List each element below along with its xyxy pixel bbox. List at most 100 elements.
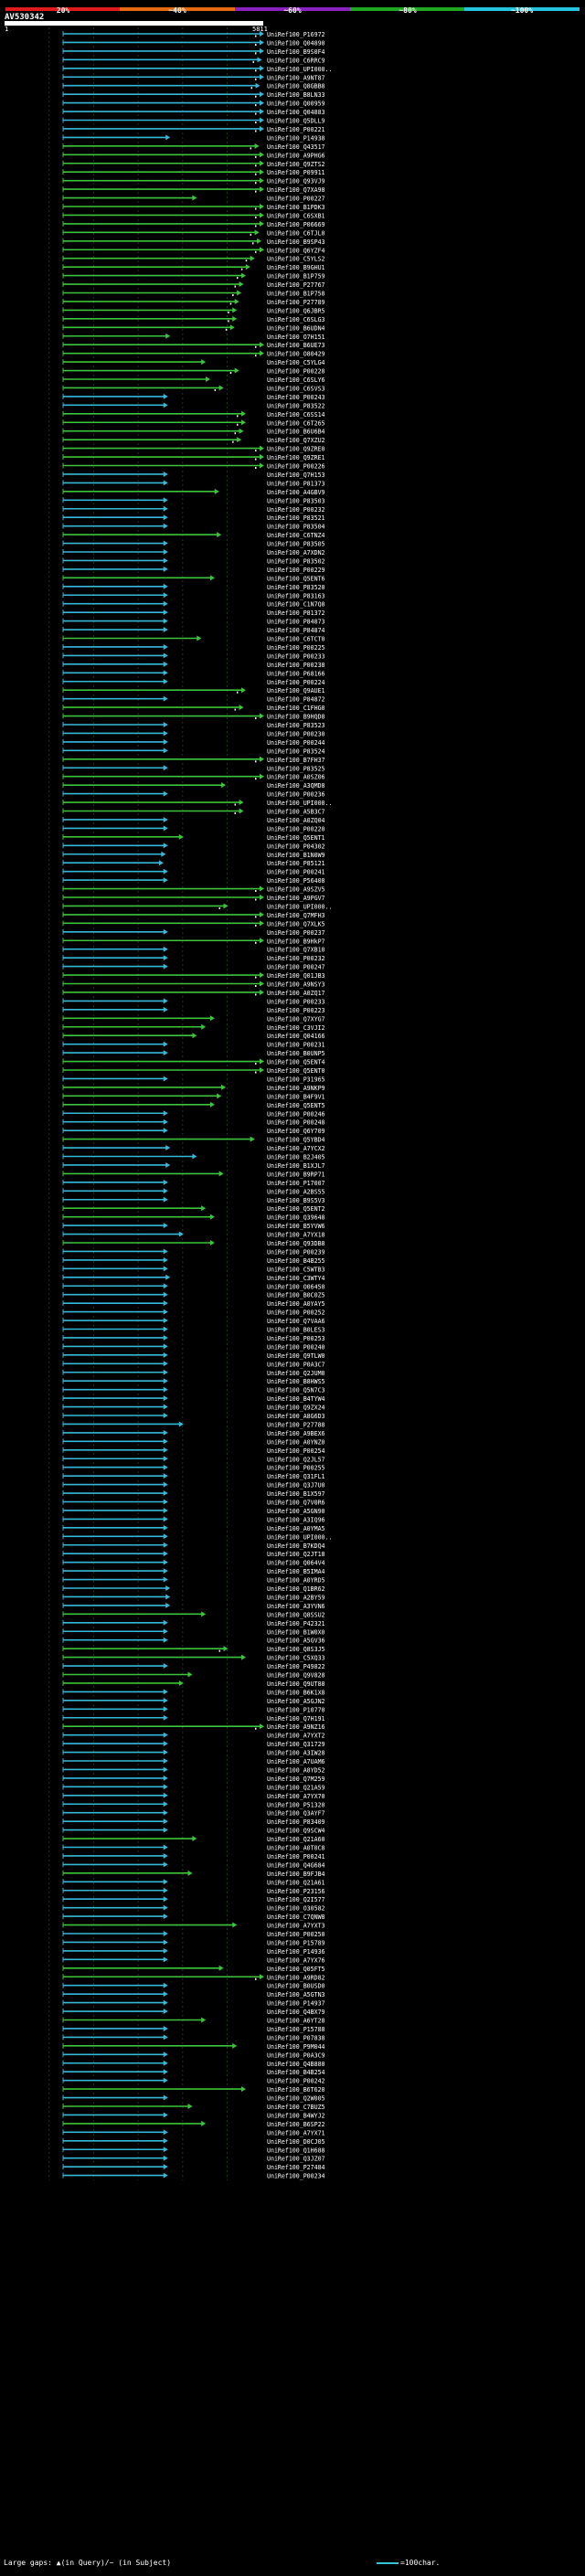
hit-gap-tick <box>255 155 257 158</box>
hit-arrow <box>163 1628 168 1635</box>
hit-label: UniRef100_B5YVW6 <box>267 1223 325 1230</box>
hit-gap-tick <box>255 182 257 185</box>
hit-row: UniRef100_B8HWS5 <box>62 1378 325 1385</box>
hit-label: UniRef100_C3VJI2 <box>267 1024 325 1032</box>
hit-arrow <box>260 1067 264 1073</box>
hit-label: UniRef100_Q7VAA6 <box>267 1318 325 1325</box>
hit-label: UniRef100_P00247 <box>267 964 325 971</box>
hit-gap-tick <box>232 294 234 296</box>
hit-arrow <box>163 1507 168 1513</box>
hit-arrow <box>163 2129 168 2136</box>
hit-row: UniRef100_Q8SSU2 <box>62 1611 325 1618</box>
hit-row: UniRef100_P81372 <box>62 610 325 617</box>
hit-label: UniRef100_P00246 <box>267 1110 325 1118</box>
hit-label: UniRef100_A7YX76 <box>267 1956 325 1964</box>
hit-label: UniRef100_Q31729 <box>267 1741 325 1748</box>
hit-row: UniRef100_A2BY59 <box>62 1594 325 1601</box>
hit-arrow <box>163 1524 168 1531</box>
hit-arrow <box>260 1723 264 1730</box>
hit-row: UniRef100_UPI000.. <box>62 65 332 73</box>
hit-label: UniRef100_C7BUZ5 <box>267 2104 325 2111</box>
hit-label: UniRef100_B4B255 <box>267 1257 325 1265</box>
hit-gap-tick <box>255 225 257 228</box>
hit-label: UniRef100_B5IMA4 <box>267 1568 325 1575</box>
hit-row: UniRef100_P84872 <box>62 695 325 704</box>
hit-arrow <box>260 462 264 469</box>
hit-row: UniRef100_Q5ENT2 <box>62 1205 325 1213</box>
hit-row: UniRef100_A9NT87 <box>62 74 325 81</box>
hit-gap-tick <box>234 285 237 288</box>
hit-row: UniRef100_P00252 <box>62 1309 325 1317</box>
hit-arrow <box>260 152 264 158</box>
hit-row: UniRef100_B1P759 <box>62 272 325 281</box>
hit-arrow <box>163 1999 168 2006</box>
hit-label: UniRef100_A9RD82 <box>267 1974 325 1981</box>
hit-arrow <box>209 1101 215 1108</box>
hit-label: UniRef100_A0YRD5 <box>267 1577 325 1585</box>
hit-arrow <box>178 833 184 840</box>
hit-label: UniRef100_Q9UT88 <box>267 1680 325 1688</box>
hit-label: UniRef100_B6T620 <box>267 2086 325 2094</box>
hit-arrow <box>163 557 168 564</box>
hit-label: UniRef100_Q9TLW0 <box>267 1352 325 1360</box>
hit-row: UniRef100_Q5ENT6 <box>62 575 325 582</box>
hit-arrow <box>163 1741 168 1747</box>
hit-label: UniRef100_Q04166 <box>267 1033 325 1040</box>
hit-row: UniRef100_P83524 <box>62 747 325 755</box>
hit-row: UniRef100_C6SXB1 <box>62 212 325 219</box>
hit-arrow <box>240 272 246 279</box>
hit-arrow <box>163 678 168 684</box>
hit-gap-tick <box>236 277 239 280</box>
hit-row: UniRef100_P14937 <box>62 1999 325 2008</box>
hit-row: UniRef100_P00239 <box>62 1248 325 1256</box>
hit-arrow <box>163 1939 168 1945</box>
hit-row: UniRef100_A9SZV5 <box>62 885 325 894</box>
hit-label: UniRef100_A7YCX2 <box>267 1145 325 1152</box>
hit-label: UniRef100_C6SLG3 <box>267 316 325 323</box>
hit-label: UniRef100_P14938 <box>267 134 325 142</box>
hit-row: UniRef100_A9RD82 <box>62 1974 325 1981</box>
hit-label: UniRef100_C6RRC9 <box>267 57 325 64</box>
hit-arrow <box>254 229 260 236</box>
hit-row: UniRef100_P9M044 <box>62 2042 325 2051</box>
hit-label: UniRef100_P00243 <box>267 394 325 401</box>
hit-arrow <box>240 419 246 426</box>
hit-arrow <box>163 652 168 659</box>
hit-label: UniRef100_A0YMA5 <box>267 1525 325 1532</box>
hit-arrow <box>163 1447 168 1453</box>
hit-row: UniRef100_P00240 <box>62 1343 325 1351</box>
hit-label: UniRef100_Q7MFH3 <box>267 912 325 919</box>
hit-arrow <box>163 1913 168 1920</box>
hit-row: UniRef100_B7KDQ4 <box>62 1542 325 1550</box>
hit-label: UniRef100_B9S0F4 <box>267 48 325 56</box>
hit-row: UniRef100_C6TJL0 <box>62 229 325 237</box>
hit-row: UniRef100_P27484 <box>62 2164 325 2171</box>
hit-label: UniRef100_Q9AUE1 <box>267 687 325 694</box>
hit-arrow <box>163 1559 168 1565</box>
hit-gap-tick <box>255 916 257 918</box>
hit-label: UniRef100_A7YX70 <box>267 1793 325 1800</box>
hit-row: UniRef100_Q9ZTS2 <box>62 160 325 168</box>
hit-arrow <box>201 2120 207 2126</box>
hit-row: UniRef100_C6T265 <box>62 419 325 427</box>
hit-arrow <box>163 1706 168 1712</box>
hit-arrow <box>221 782 227 789</box>
hit-arrow <box>239 281 244 288</box>
hit-label: UniRef100_P15789 <box>267 1939 325 1946</box>
hit-arrow <box>163 1266 168 1272</box>
hit-arrow <box>260 91 264 98</box>
hit-arrow <box>163 643 168 650</box>
hit-arrow <box>163 471 168 477</box>
hit-label: UniRef100_P83163 <box>267 592 325 599</box>
hit-row: UniRef100_P00232 <box>62 505 325 514</box>
hit-label: UniRef100_P00255 <box>267 1465 325 1472</box>
hit-arrow <box>165 134 171 141</box>
hit-row: UniRef100_Q4G684 <box>62 1861 325 1869</box>
hit-row: UniRef100_P00242 <box>62 2077 325 2085</box>
hit-row: UniRef100_Q05FT5 <box>62 1965 325 1973</box>
hit-row: UniRef100_B6UE73 <box>62 342 325 349</box>
hit-arrow <box>232 2042 238 2049</box>
hit-row: UniRef100_Q9AUE1 <box>62 687 325 694</box>
hit-label: UniRef100_P00252 <box>267 1309 325 1317</box>
hit-arrow <box>260 169 264 175</box>
